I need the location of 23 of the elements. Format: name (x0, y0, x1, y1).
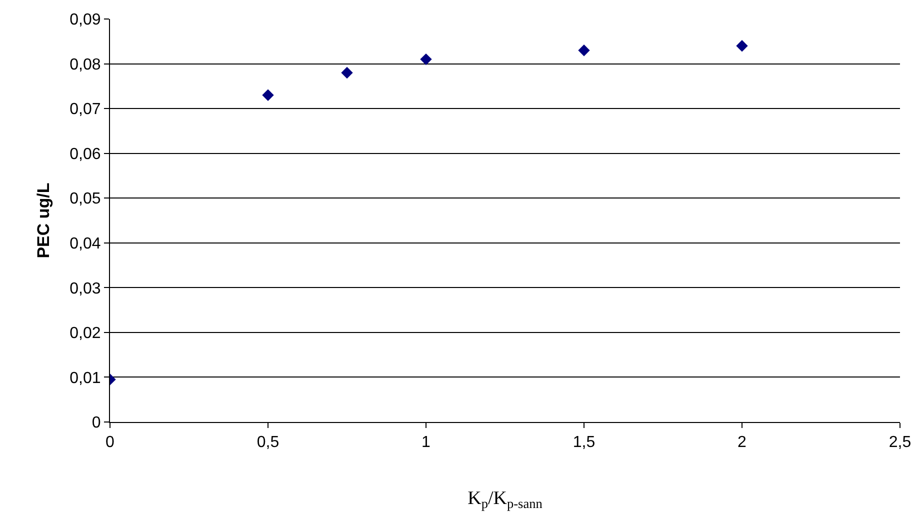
point (736, 40, 748, 52)
x-tick-label: 0,5 (256, 434, 280, 452)
x-tick-label: 0 (106, 434, 115, 452)
y-tick-label: 0,07 (70, 101, 101, 118)
y-tick-label: 0,04 (70, 235, 101, 252)
y-tick-label: 0,09 (70, 12, 101, 29)
y-tick-label: 0,08 (70, 56, 101, 74)
x-tick-label: 1,5 (572, 434, 596, 452)
x-axis-title: K$_{p}$/K$_{p-sann}$ (468, 488, 543, 511)
x-tick-label: 2,5 (888, 434, 912, 452)
x-tick-label: 2 (738, 434, 747, 452)
y-tick-label: 0,02 (70, 325, 101, 342)
y-tick-label: 0,03 (70, 280, 101, 298)
y-tick-label: 0 (92, 414, 101, 432)
y-tick-label: 0,01 (70, 370, 101, 387)
point (341, 66, 353, 79)
y-tick-label: 0,06 (70, 146, 101, 163)
point (262, 89, 274, 101)
y-axis-title: PEC ug/L (34, 182, 54, 258)
x-tick-label: 1 (422, 434, 431, 452)
y-tick-label: 0,05 (70, 190, 101, 208)
point (578, 44, 590, 56)
point (420, 53, 432, 66)
